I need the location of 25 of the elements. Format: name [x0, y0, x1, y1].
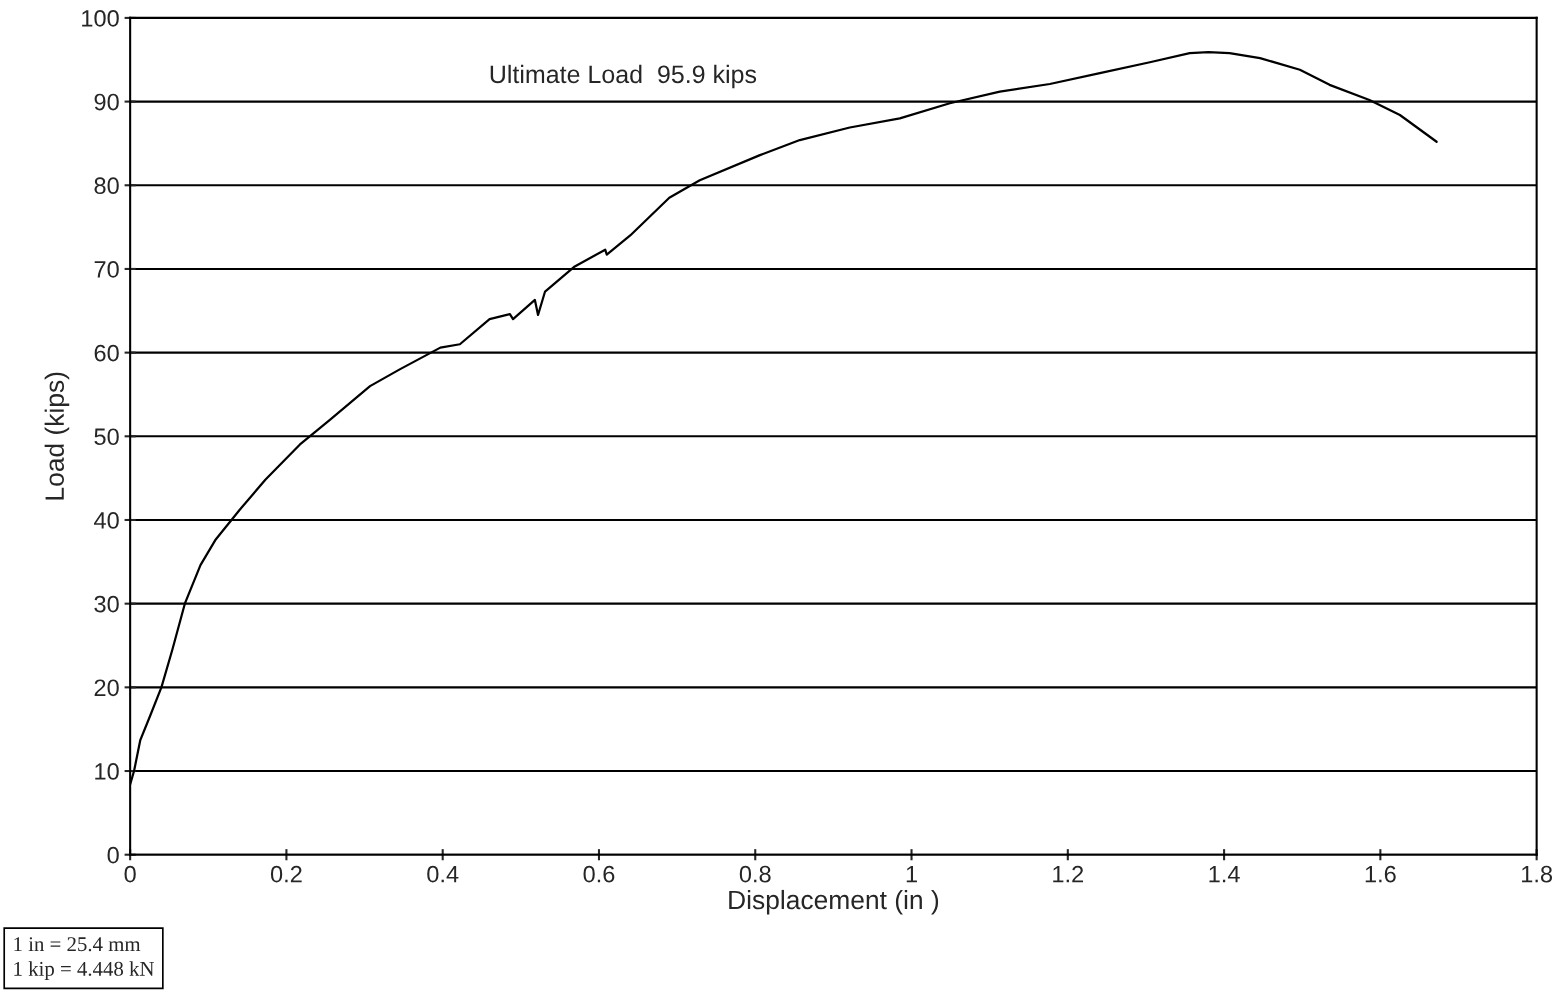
- x-tick-label: 1.8: [1522, 865, 1553, 883]
- y-tick-label: 60: [94, 344, 119, 362]
- x-tick-label: 0.6: [583, 865, 615, 883]
- y-tick-label: 50: [94, 428, 119, 446]
- x-tick-label: 1.2: [1053, 865, 1084, 883]
- x-tick-label: 1.6: [1365, 865, 1396, 883]
- x-tick-label: 0.4: [427, 865, 459, 883]
- y-tick-label: 0: [107, 846, 119, 864]
- x-tick-label: 1.4: [1209, 865, 1240, 883]
- y-tick-label: 90: [94, 93, 119, 111]
- y-tick-label: 30: [94, 595, 119, 613]
- text: 1 in = 25.4 mm 1 kip = 4.448 kN: [14, 937, 155, 981]
- y-tick-label: 20: [94, 679, 119, 697]
- y-tick-label: 80: [94, 177, 119, 195]
- x-tick-label: 0: [124, 865, 136, 883]
- x-axis-title: Displacement (in ): [729, 889, 939, 915]
- y-tick-label: 100: [82, 9, 119, 27]
- x-tick-label: 1: [906, 865, 917, 883]
- y-axis-title: Load (kips): [44, 372, 70, 500]
- y-tick-label: 40: [94, 512, 119, 529]
- annotation: Ultimate Load 95.9 kips: [490, 64, 757, 89]
- y-tick-label: 10: [95, 763, 119, 780]
- x-tick-label: 0.2: [270, 865, 302, 883]
- y-tick-label: 70: [94, 261, 119, 278]
- x-tick-label: 0.8: [739, 865, 771, 883]
